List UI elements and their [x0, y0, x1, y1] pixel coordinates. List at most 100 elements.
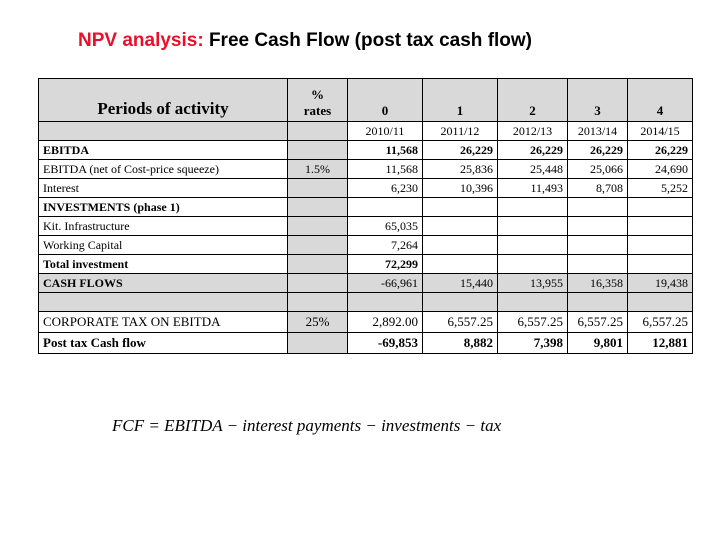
value [497, 254, 568, 274]
year: 2014/15 [627, 121, 693, 141]
row-label: Working Capital [38, 235, 288, 255]
rate: 25% [287, 311, 348, 333]
value: 6,557.25 [497, 311, 568, 333]
period: 0 [347, 78, 423, 122]
value [422, 197, 498, 217]
value: 8,882 [422, 332, 498, 354]
cell [497, 292, 568, 312]
row-label: CORPORATE TAX ON EBITDA [38, 311, 288, 333]
value [627, 216, 693, 236]
value: 6,557.25 [422, 311, 498, 333]
table-row: Post tax Cash flow -69,853 8,882 7,398 9,801… [38, 332, 693, 354]
value [497, 197, 568, 217]
value: 13,955 [497, 273, 568, 293]
value: 25,836 [422, 159, 498, 179]
cell [287, 292, 348, 312]
row-label: INVESTMENTS (phase 1) [38, 197, 288, 217]
year: 2013/14 [567, 121, 628, 141]
value: 26,229 [422, 140, 498, 160]
rate [287, 216, 348, 236]
title: NPV analysis: Free Cash Flow (post tax c… [78, 30, 532, 52]
value [567, 197, 628, 217]
formula: FCF = EBITDA − interest payments − inves… [112, 416, 502, 435]
value: 7,398 [497, 332, 568, 354]
table-row: INVESTMENTS (phase 1) [38, 197, 693, 217]
cash-flow-table: Periods of activity% rates 0 1 2 3 4 2010/11 201… [38, 78, 693, 354]
title-text: Free Cash Flow (post tax cash flow) [208, 30, 533, 51]
value: -66,961 [347, 273, 423, 293]
title-highlight: NPV analysis: [78, 30, 204, 51]
value [422, 216, 498, 236]
value [422, 235, 498, 255]
value: 11,493 [497, 178, 568, 198]
value: 26,229 [567, 140, 628, 160]
table-row: EBITDA 11,568 26,229 26,229 26,229 26,229 [38, 140, 693, 160]
year: 2012/13 [497, 121, 568, 141]
value [422, 254, 498, 274]
value: -69,853 [347, 332, 423, 354]
row-label: Total investment [38, 254, 288, 274]
value: 11,568 [347, 140, 423, 160]
value: 19,438 [627, 273, 693, 293]
label-header: Periods of activity [38, 78, 288, 122]
value: 2,892.00 [347, 311, 423, 333]
table-row: CORPORATE TAX ON EBITDA 25% 2,892.00 6,557.… [38, 311, 693, 333]
row-label: Interest [38, 178, 288, 198]
value [567, 216, 628, 236]
table-row: Working Capital 7,264 [38, 235, 693, 255]
value [497, 216, 568, 236]
table-row: Periods of activity% rates 0 1 2 3 4 [38, 78, 693, 122]
year: 2011/12 [422, 121, 498, 141]
rate [287, 332, 348, 354]
value: 10,396 [422, 178, 498, 198]
row-label: CASH FLOWS [38, 273, 288, 293]
value [567, 254, 628, 274]
cell [38, 292, 288, 312]
value: 11,568 [347, 159, 423, 179]
period: 4 [627, 78, 693, 122]
value: 5,252 [627, 178, 693, 198]
rate-header-line: rates [303, 103, 332, 118]
value [627, 197, 693, 217]
value: 26,229 [497, 140, 568, 160]
value: 7,264 [347, 235, 423, 255]
period: 3 [567, 78, 628, 122]
table-row: EBITDA (net of Cost-price squeeze) 1.5% 11… [38, 159, 693, 179]
value: 16,358 [567, 273, 628, 293]
value: 12,881 [627, 332, 693, 354]
value [627, 254, 693, 274]
value: 65,035 [347, 216, 423, 236]
value [497, 235, 568, 255]
cell [347, 292, 423, 312]
value: 9,801 [567, 332, 628, 354]
rate [287, 235, 348, 255]
rate [287, 178, 348, 198]
value: 26,229 [627, 140, 693, 160]
cell [38, 121, 288, 141]
value [627, 235, 693, 255]
value: 6,557.25 [627, 311, 693, 333]
rate [287, 273, 348, 293]
row-label: Post tax Cash flow [38, 332, 288, 354]
row-label: EBITDA (net of Cost-price squeeze) [38, 159, 288, 179]
value: 8,708 [567, 178, 628, 198]
table-row: CASH FLOWS -66,961 15,440 13,955 16,358 19,43… [38, 273, 693, 293]
rate-header: % rates [287, 78, 348, 122]
value: 6,557.25 [567, 311, 628, 333]
value: 25,448 [497, 159, 568, 179]
row-label: EBITDA [38, 140, 288, 160]
cell [287, 121, 348, 141]
table-row: 2010/11 2011/12 2012/13 2013/14 2014/15 [38, 121, 693, 141]
table-row: Total investment 72,299 [38, 254, 693, 274]
value: 24,690 [627, 159, 693, 179]
value [347, 197, 423, 217]
period: 2 [497, 78, 568, 122]
value: 15,440 [422, 273, 498, 293]
table-row: Interest 6,230 10,396 11,493 8,708 5,252 [38, 178, 693, 198]
cell [567, 292, 628, 312]
period: 1 [422, 78, 498, 122]
value: 6,230 [347, 178, 423, 198]
rate-header-line: % [311, 87, 324, 102]
value: 25,066 [567, 159, 628, 179]
